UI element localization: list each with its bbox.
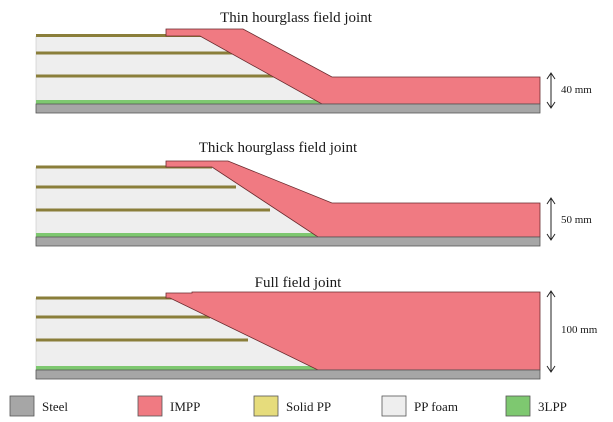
dimension-label: 100 mm [561,324,598,336]
legend-label: PP foam [414,399,458,414]
steel-pipe [35,103,541,114]
legend-item-3lpp: 3LPP [505,395,567,417]
panel-full-field-joint: Full field joint 100 mm [35,275,598,380]
legend-label: 3LPP [538,399,567,414]
legend-item-steel: Steel [9,395,68,417]
panel-thin-hourglass: Thin hourglass field joint 40 mm [35,10,592,114]
panel-title: Thin hourglass field joint [220,10,373,26]
dimension-label: 50 mm [561,214,592,226]
panel-title: Full field joint [255,275,343,291]
legend-swatch-steel [9,395,35,417]
dimension-arrow [546,197,556,241]
three-lpp-layer [36,233,316,237]
legend-label: Solid PP [286,399,331,414]
steel-pipe [35,236,541,247]
legend: Steel IMPP Solid PP PP foam 3LPP [9,395,567,417]
legend-swatch-impp [137,395,163,417]
dimension-arrow [546,290,556,373]
three-lpp-layer [36,366,316,370]
legend-label: Steel [42,399,68,414]
legend-item-pp-foam: PP foam [381,395,458,417]
panel-thick-hourglass: Thick hourglass field joint 50 mm [35,140,592,247]
legend-label: IMPP [170,399,200,414]
three-lpp-layer [36,100,320,104]
dimension-arrow [546,72,556,109]
panel-title: Thick hourglass field joint [199,140,358,156]
legend-item-solid-pp: Solid PP [253,395,331,417]
steel-pipe [35,369,541,380]
legend-item-impp: IMPP [137,395,200,417]
dimension-label: 40 mm [561,84,592,96]
legend-swatch-pp-foam [381,395,407,417]
legend-swatch-3lpp [505,395,531,417]
legend-swatch-solid-pp [253,395,279,417]
